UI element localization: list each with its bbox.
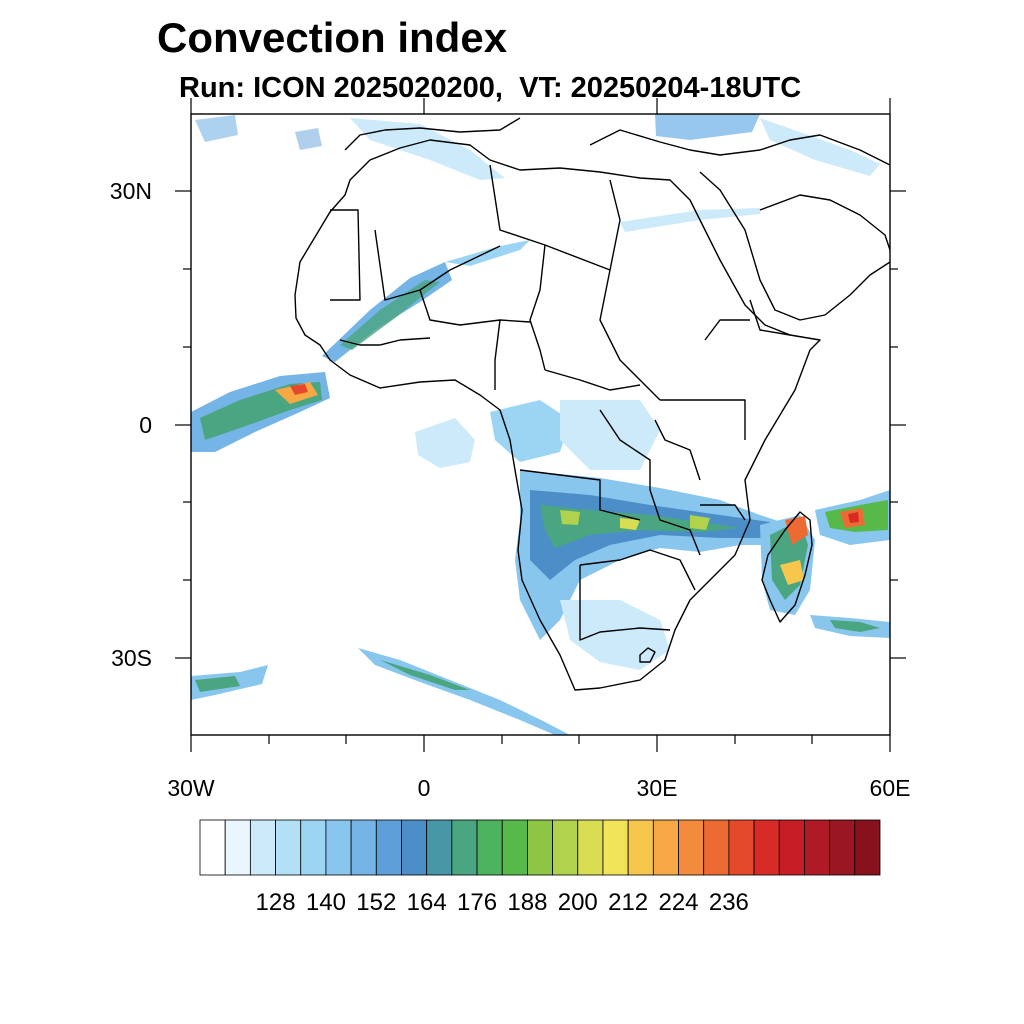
colorbar-swatch — [854, 819, 881, 876]
colorbar — [199, 819, 881, 876]
colorbar-swatch — [249, 819, 276, 876]
lon-label-30w: 30W — [167, 775, 215, 801]
lat-label-30n: 30N — [109, 178, 152, 204]
colorbar-swatch — [829, 819, 856, 876]
colorbar-tick-label: 164 — [406, 889, 447, 916]
colorbar-swatch — [804, 819, 831, 876]
colorbar-swatch — [728, 819, 755, 876]
colorbar-tick-label: 176 — [457, 889, 498, 916]
colorbar-swatch — [577, 819, 604, 876]
colorbar-swatch — [451, 819, 478, 876]
colorbar-swatch — [627, 819, 654, 876]
map-area — [191, 114, 890, 735]
colorbar-swatch — [602, 819, 629, 876]
colorbar-swatch — [778, 819, 805, 876]
colorbar-swatch — [678, 819, 705, 876]
colorbar-tick-label: 188 — [507, 889, 548, 916]
lat-label-0: 0 — [139, 412, 152, 438]
colorbar-tick-label: 128 — [255, 889, 296, 916]
map-ticks — [175, 98, 906, 752]
lon-label-30e: 30E — [636, 775, 678, 801]
colorbar-swatch — [350, 819, 377, 876]
lat-label-30s: 30S — [111, 645, 152, 671]
colorbar-swatch — [224, 819, 251, 876]
colorbar-swatch — [275, 819, 302, 876]
colorbar-swatch — [527, 819, 553, 876]
chart-subtitle: Run: ICON 2025020200, VT: 20250204-18UTC — [179, 72, 802, 104]
colorbar-swatch — [753, 819, 780, 876]
colorbar-swatch — [552, 819, 579, 876]
coastlines-and-borders — [294, 117, 890, 691]
colorbar-swatch — [501, 819, 528, 876]
colorbar-swatch — [426, 819, 453, 876]
chart-title: Convection index — [157, 14, 508, 61]
lon-label-60e: 60E — [869, 775, 911, 801]
colorbar-tick-label: 200 — [557, 889, 598, 916]
colorbar-swatch — [476, 819, 503, 876]
colorbar-swatch — [199, 819, 226, 876]
colorbar-tick-label: 236 — [708, 889, 749, 916]
colorbar-swatch — [325, 819, 352, 876]
colorbar-tick-label: 152 — [356, 889, 397, 916]
colorbar-swatch — [652, 819, 679, 876]
colorbar-tick-label: 140 — [305, 889, 346, 916]
colorbar-tick-label: 224 — [658, 889, 699, 916]
colorbar-swatch — [401, 819, 428, 876]
colorbar-swatch — [703, 819, 730, 876]
convection-field — [191, 114, 890, 735]
colorbar-swatch — [300, 819, 327, 876]
colorbar-tick-label: 212 — [608, 889, 649, 916]
colorbar-swatch — [375, 819, 402, 876]
lon-label-0: 0 — [417, 775, 431, 801]
